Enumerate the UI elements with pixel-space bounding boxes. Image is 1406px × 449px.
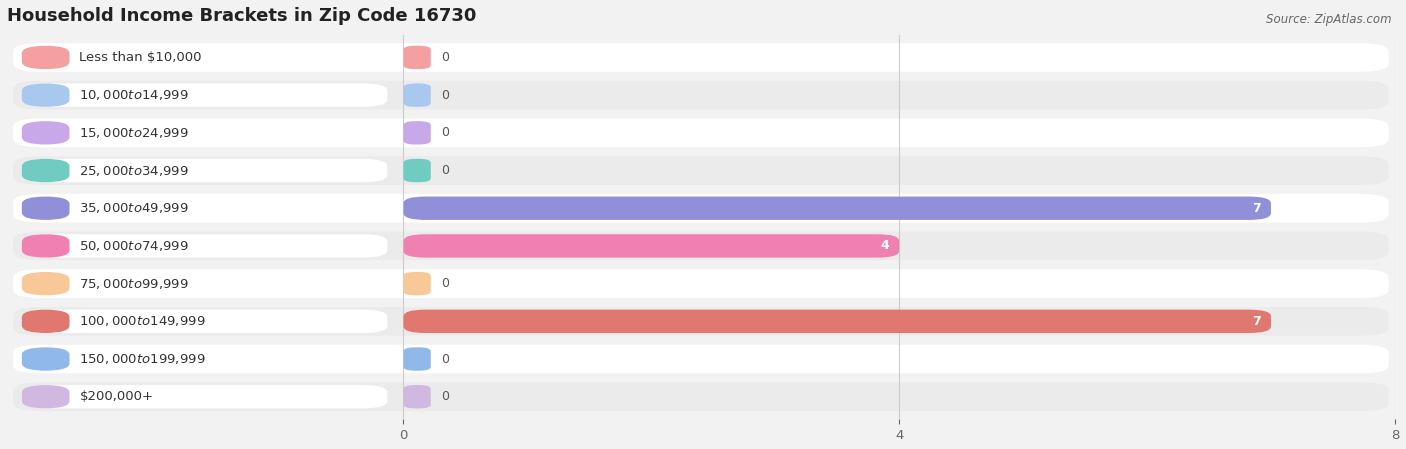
FancyBboxPatch shape	[13, 156, 1389, 185]
FancyBboxPatch shape	[404, 84, 430, 107]
FancyBboxPatch shape	[22, 197, 388, 220]
Text: $100,000 to $149,999: $100,000 to $149,999	[79, 314, 205, 328]
Text: 0: 0	[440, 390, 449, 403]
Text: 4: 4	[880, 239, 889, 252]
Text: $35,000 to $49,999: $35,000 to $49,999	[79, 201, 190, 215]
FancyBboxPatch shape	[22, 310, 69, 333]
FancyBboxPatch shape	[22, 348, 388, 371]
FancyBboxPatch shape	[22, 348, 69, 371]
FancyBboxPatch shape	[22, 84, 388, 107]
FancyBboxPatch shape	[13, 232, 1389, 260]
FancyBboxPatch shape	[13, 383, 1389, 411]
FancyBboxPatch shape	[22, 159, 69, 182]
Text: Household Income Brackets in Zip Code 16730: Household Income Brackets in Zip Code 16…	[7, 7, 477, 25]
FancyBboxPatch shape	[22, 159, 388, 182]
FancyBboxPatch shape	[22, 272, 69, 295]
FancyBboxPatch shape	[22, 121, 388, 145]
FancyBboxPatch shape	[13, 43, 1389, 72]
FancyBboxPatch shape	[22, 46, 388, 69]
FancyBboxPatch shape	[22, 84, 69, 107]
Text: $50,000 to $74,999: $50,000 to $74,999	[79, 239, 190, 253]
FancyBboxPatch shape	[22, 197, 69, 220]
Text: 0: 0	[440, 126, 449, 139]
FancyBboxPatch shape	[404, 234, 900, 258]
FancyBboxPatch shape	[404, 46, 430, 69]
FancyBboxPatch shape	[404, 348, 430, 371]
Text: $200,000+: $200,000+	[79, 390, 153, 403]
FancyBboxPatch shape	[13, 119, 1389, 147]
FancyBboxPatch shape	[22, 234, 69, 258]
Text: 7: 7	[1253, 315, 1261, 328]
FancyBboxPatch shape	[22, 234, 388, 258]
FancyBboxPatch shape	[404, 385, 430, 409]
Text: 0: 0	[440, 164, 449, 177]
FancyBboxPatch shape	[22, 310, 388, 333]
FancyBboxPatch shape	[22, 385, 388, 409]
Text: Less than $10,000: Less than $10,000	[79, 51, 202, 64]
Text: $150,000 to $199,999: $150,000 to $199,999	[79, 352, 205, 366]
FancyBboxPatch shape	[404, 197, 1271, 220]
FancyBboxPatch shape	[404, 272, 430, 295]
Text: $10,000 to $14,999: $10,000 to $14,999	[79, 88, 190, 102]
FancyBboxPatch shape	[404, 121, 430, 145]
FancyBboxPatch shape	[22, 272, 388, 295]
Text: 0: 0	[440, 51, 449, 64]
Text: 0: 0	[440, 277, 449, 290]
Text: 0: 0	[440, 352, 449, 365]
FancyBboxPatch shape	[13, 345, 1389, 374]
FancyBboxPatch shape	[404, 159, 430, 182]
Text: 7: 7	[1253, 202, 1261, 215]
FancyBboxPatch shape	[22, 121, 69, 145]
FancyBboxPatch shape	[22, 385, 69, 409]
FancyBboxPatch shape	[13, 194, 1389, 223]
FancyBboxPatch shape	[13, 269, 1389, 298]
FancyBboxPatch shape	[13, 307, 1389, 336]
Text: $25,000 to $34,999: $25,000 to $34,999	[79, 163, 190, 177]
FancyBboxPatch shape	[404, 310, 1271, 333]
Text: 0: 0	[440, 88, 449, 101]
Text: Source: ZipAtlas.com: Source: ZipAtlas.com	[1267, 13, 1392, 26]
FancyBboxPatch shape	[22, 46, 69, 69]
FancyBboxPatch shape	[13, 81, 1389, 110]
Text: $75,000 to $99,999: $75,000 to $99,999	[79, 277, 190, 291]
Text: $15,000 to $24,999: $15,000 to $24,999	[79, 126, 190, 140]
